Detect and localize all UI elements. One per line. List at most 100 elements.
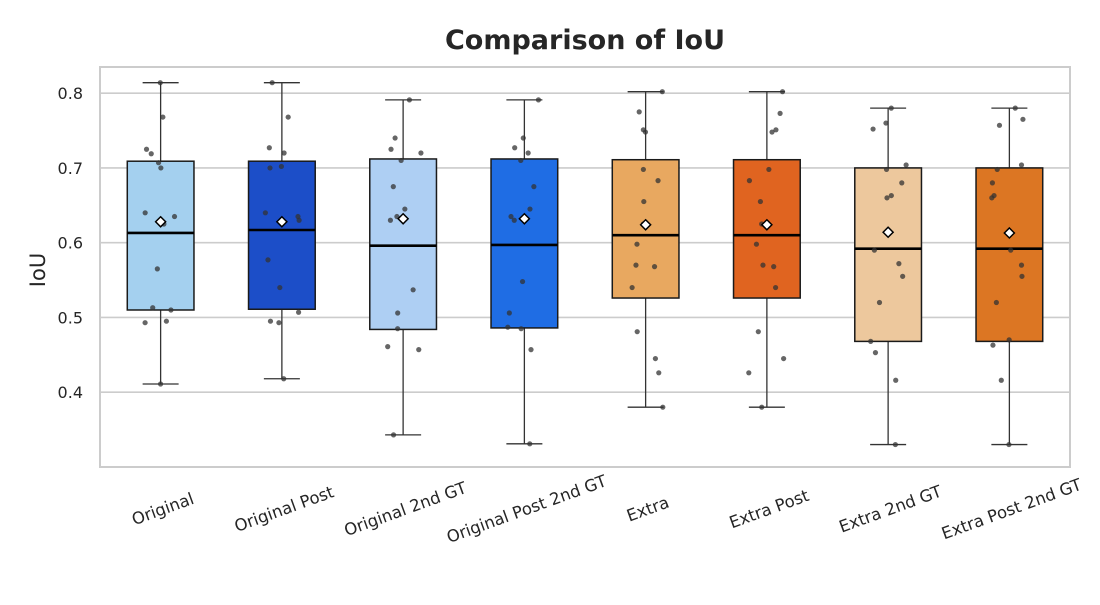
x-axis-categories: Original Original Post Original 2nd GTOrig… <box>129 471 1085 547</box>
data-point <box>989 195 995 201</box>
data-point <box>870 126 876 132</box>
data-point <box>416 347 422 353</box>
box-group <box>490 97 559 447</box>
data-point <box>760 262 766 268</box>
data-point <box>262 210 268 216</box>
data-point <box>746 370 752 376</box>
data-point <box>418 150 424 156</box>
data-point <box>771 264 777 270</box>
data-point <box>511 217 517 223</box>
data-point <box>883 166 890 173</box>
iqr-box <box>975 167 1044 343</box>
data-point <box>903 162 909 168</box>
box-group <box>369 97 438 438</box>
data-point <box>518 326 524 332</box>
x-category-label: Original Post <box>232 482 337 536</box>
data-point <box>660 404 666 410</box>
iqr-box <box>126 160 195 311</box>
data-point <box>989 180 996 186</box>
data-point <box>395 310 401 316</box>
data-point <box>505 324 511 330</box>
data-point <box>746 178 753 184</box>
data-point <box>896 261 902 267</box>
data-point <box>779 89 786 95</box>
data-point <box>398 157 404 164</box>
x-category-label: Extra Post 2nd GT <box>939 475 1085 544</box>
data-point <box>651 264 658 270</box>
data-point <box>410 287 416 293</box>
data-point <box>659 89 665 95</box>
mean-marker <box>154 215 167 228</box>
y-axis-ticks: 0.4 0.5 0.6 0.7 0.8 <box>58 84 83 402</box>
data-point <box>155 160 162 166</box>
data-point <box>633 262 639 268</box>
y-axis-label: IoU <box>26 253 50 287</box>
data-point <box>388 146 394 152</box>
data-point <box>871 247 877 253</box>
data-point <box>154 266 160 272</box>
data-point <box>402 206 408 212</box>
data-point <box>518 157 524 164</box>
data-point <box>535 97 542 103</box>
box-group <box>732 89 801 410</box>
data-point <box>781 355 787 362</box>
mean-marker <box>518 212 531 225</box>
data-point <box>636 109 642 115</box>
data-point <box>531 184 537 190</box>
data-point <box>1019 273 1025 279</box>
data-point <box>772 284 779 291</box>
box-group <box>611 89 680 410</box>
boxes <box>126 80 1044 448</box>
data-point <box>753 241 760 247</box>
data-point <box>520 135 526 141</box>
iqr-box <box>490 158 559 329</box>
data-point <box>142 210 148 216</box>
iqr-box <box>854 167 923 343</box>
data-point <box>755 329 761 335</box>
data-point <box>1018 262 1025 268</box>
chart-title: Comparison of IoU <box>445 25 725 56</box>
data-point <box>527 206 533 212</box>
data-point <box>766 166 772 173</box>
data-point <box>1006 337 1012 343</box>
data-point <box>883 120 889 126</box>
data-point <box>892 441 898 448</box>
iqr-box <box>369 158 438 331</box>
mean-marker <box>760 218 773 231</box>
data-point <box>998 377 1004 383</box>
data-point <box>888 105 894 111</box>
data-point <box>281 150 287 156</box>
data-point <box>525 150 531 156</box>
data-point <box>265 257 271 263</box>
data-point <box>269 80 275 86</box>
data-point <box>1018 162 1025 168</box>
data-point <box>512 145 518 151</box>
data-point <box>993 299 999 306</box>
data-point <box>1012 105 1018 111</box>
data-point <box>872 350 879 356</box>
data-point <box>1008 247 1014 253</box>
plot-area <box>99 66 1071 468</box>
data-point <box>527 441 533 447</box>
data-point <box>142 320 148 326</box>
data-point <box>281 376 287 382</box>
data-point <box>267 318 274 324</box>
data-point <box>994 166 1000 173</box>
data-point <box>143 146 150 152</box>
iqr-box <box>247 160 316 310</box>
data-point <box>157 381 164 387</box>
x-category-label: Extra 2nd GT <box>836 481 945 536</box>
data-point <box>652 355 659 362</box>
x-category-label: Extra Post <box>727 486 812 533</box>
y-tick-label: 0.7 <box>58 159 83 178</box>
data-point <box>884 195 890 201</box>
data-point <box>160 114 166 120</box>
data-point <box>266 145 272 151</box>
data-point <box>629 284 635 291</box>
x-category-label: Extra <box>624 493 671 526</box>
data-point <box>506 310 512 316</box>
data-point <box>168 307 174 313</box>
y-tick-label: 0.8 <box>58 84 83 103</box>
